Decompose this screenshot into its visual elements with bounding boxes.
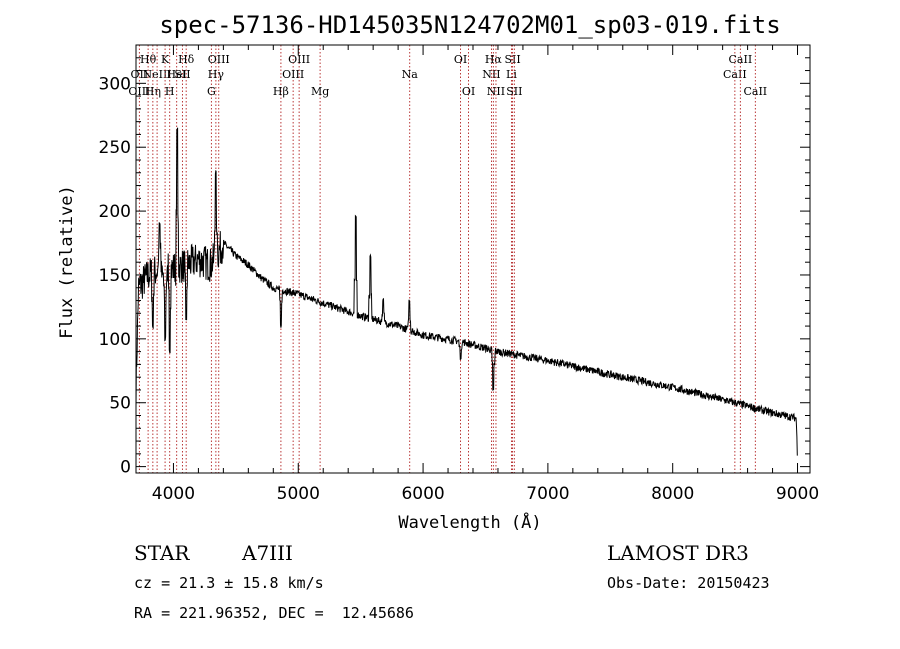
marker-label: K bbox=[161, 53, 170, 66]
axes: 4000 5000 6000 7000 8000 9000 0 50 100 150 200 250 3… bbox=[99, 44, 819, 504]
marker-label: NeIII bbox=[143, 68, 172, 81]
y-tick-label: 300 bbox=[99, 74, 131, 94]
marker-label: OIII bbox=[282, 68, 304, 81]
marker-label: Mg bbox=[311, 85, 329, 98]
marker-label: OIII bbox=[208, 53, 230, 66]
marker-label: OI bbox=[462, 85, 475, 98]
marker-label: Hδ bbox=[178, 53, 195, 66]
marker-label: Hγ bbox=[208, 68, 225, 81]
marker-label: NII bbox=[487, 85, 505, 98]
marker-label: Hβ bbox=[273, 85, 289, 98]
marker-label: Hα bbox=[485, 53, 503, 66]
marker-label: NII bbox=[482, 68, 500, 81]
marker-label: CaII bbox=[743, 85, 767, 98]
object-type: STAR bbox=[134, 541, 190, 565]
y-axis-label: Flux (relative) bbox=[57, 185, 77, 339]
y-tick-label: 50 bbox=[109, 394, 131, 414]
marker-label: Li bbox=[506, 68, 517, 81]
marker-label: Hθ bbox=[140, 53, 157, 66]
survey-name: LAMOST DR3 bbox=[607, 541, 749, 565]
x-axis-label: Wavelength (Å) bbox=[398, 511, 541, 533]
x-tick-label: 6000 bbox=[401, 484, 444, 504]
y-tick-label: 150 bbox=[99, 266, 131, 286]
redshift-text: cz = 21.3 ± 15.8 km/s bbox=[134, 574, 324, 592]
marker-label: H bbox=[165, 85, 175, 98]
x-tick-label: 9000 bbox=[776, 484, 819, 504]
marker-label: OIII bbox=[128, 85, 150, 98]
y-tick-label: 0 bbox=[120, 458, 131, 478]
marker-label: SII bbox=[174, 68, 190, 81]
y-tick-label: 250 bbox=[99, 138, 131, 158]
coordinates: RA = 221.96352, DEC = 12.45686 bbox=[134, 604, 414, 622]
marker-label: SII bbox=[506, 85, 522, 98]
x-tick-label: 5000 bbox=[277, 484, 320, 504]
marker-label: SII bbox=[504, 53, 520, 66]
spectrum-line bbox=[135, 127, 798, 456]
x-tick-label: 4000 bbox=[152, 484, 195, 504]
marker-label: CaII bbox=[729, 53, 753, 66]
x-tick-label: 8000 bbox=[651, 484, 694, 504]
marker-label: CaII bbox=[723, 68, 747, 81]
marker-label: HeI bbox=[166, 68, 186, 81]
marker-label: OII bbox=[131, 68, 149, 81]
marker-label: OI bbox=[454, 53, 467, 66]
obs-date: Obs-Date: 20150423 bbox=[607, 574, 770, 592]
spectral-class: A7III bbox=[241, 541, 293, 565]
marker-label: OIII bbox=[288, 53, 310, 66]
marker-label: G bbox=[207, 85, 216, 98]
line-markers: OIIOIIIHθHηNeIIIKHHeISIIHδGHγOIIIHβOIIIO… bbox=[128, 45, 767, 473]
chart-title: spec-57136-HD145035N124702M01_sp03-019.f… bbox=[159, 11, 780, 39]
marker-label: Hη bbox=[145, 85, 161, 98]
y-tick-label: 100 bbox=[99, 330, 131, 350]
y-tick-label: 200 bbox=[99, 202, 131, 222]
x-tick-label: 7000 bbox=[526, 484, 569, 504]
marker-label: Na bbox=[402, 68, 419, 81]
spectrum-series bbox=[135, 127, 798, 456]
